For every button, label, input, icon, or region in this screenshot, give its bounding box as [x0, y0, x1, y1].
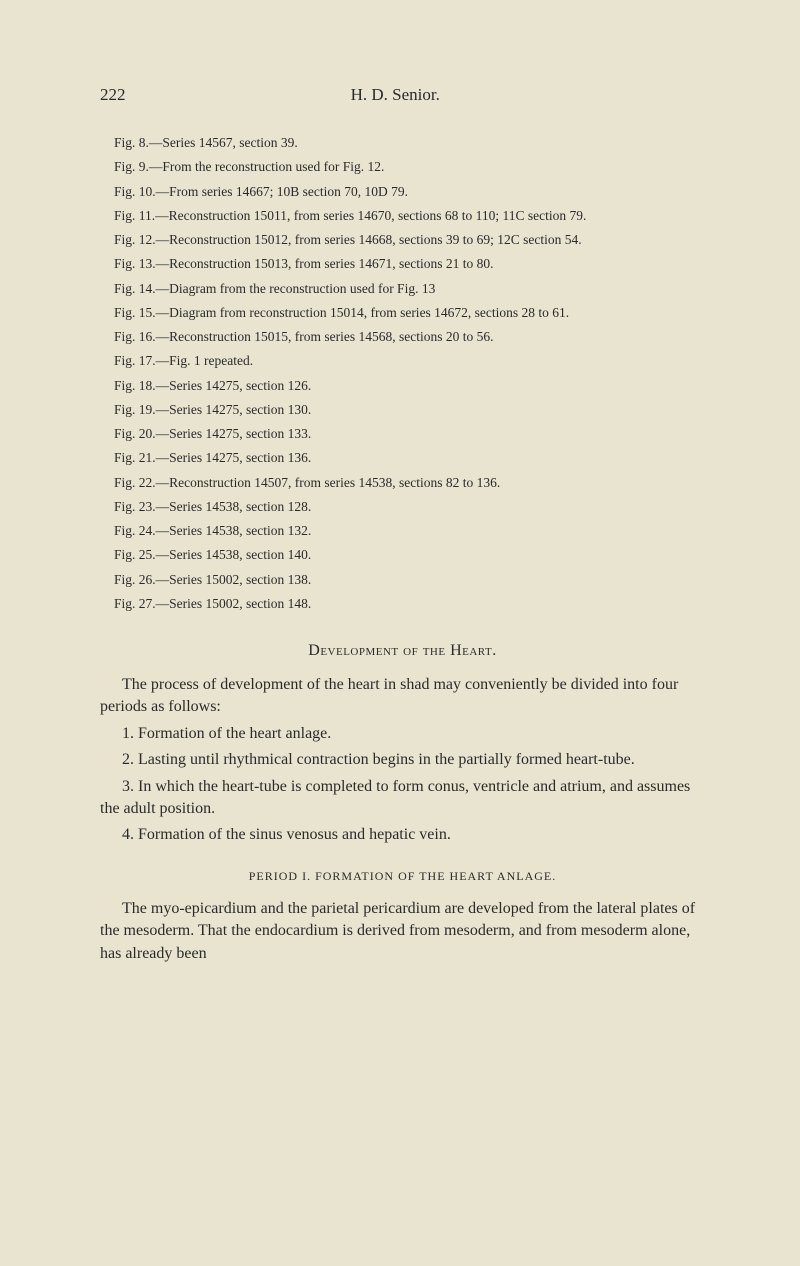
fig-entry: Fig. 23.—Series 14538, section 128. — [100, 497, 705, 517]
fig-entry: Fig. 19.—Series 14275, section 130. — [100, 400, 705, 420]
fig-entry: Fig. 22.—Reconstruction 14507, from seri… — [100, 473, 705, 493]
header-author: H. D. Senior. — [126, 85, 706, 105]
page-number: 222 — [100, 85, 126, 105]
fig-entry: Fig. 9.—From the reconstruction used for… — [100, 157, 705, 177]
fig-entry: Fig. 10.—From series 14667; 10B section … — [100, 182, 705, 202]
body-paragraph: 4. Formation of the sinus venosus and he… — [100, 824, 705, 846]
fig-entry: Fig. 15.—Diagram from reconstruction 150… — [100, 303, 705, 323]
fig-entry: Fig. 21.—Series 14275, section 136. — [100, 448, 705, 468]
body-paragraph: 1. Formation of the heart anlage. — [100, 723, 705, 745]
fig-entry: Fig. 12.—Reconstruction 15012, from seri… — [100, 230, 705, 250]
page-header: 222 H. D. Senior. — [100, 85, 705, 105]
fig-entry: Fig. 26.—Series 15002, section 138. — [100, 570, 705, 590]
body-paragraph: The process of development of the heart … — [100, 674, 705, 719]
fig-entry: Fig. 25.—Series 14538, section 140. — [100, 545, 705, 565]
fig-entry: Fig. 14.—Diagram from the reconstruction… — [100, 279, 705, 299]
fig-entry: Fig. 11.—Reconstruction 15011, from seri… — [100, 206, 705, 226]
sub-heading: PERIOD I. FORMATION OF THE HEART ANLAGE. — [100, 869, 705, 884]
figure-list: Fig. 8.—Series 14567, section 39. Fig. 9… — [100, 133, 705, 614]
fig-entry: Fig. 18.—Series 14275, section 126. — [100, 376, 705, 396]
page-container: 222 H. D. Senior. Fig. 8.—Series 14567, … — [0, 0, 800, 1029]
body-paragraph: The myo-epicardium and the parietal peri… — [100, 898, 705, 965]
body-paragraph: 3. In which the heart-tube is completed … — [100, 776, 705, 821]
body-paragraph: 2. Lasting until rhythmical contraction … — [100, 749, 705, 771]
fig-entry: Fig. 27.—Series 15002, section 148. — [100, 594, 705, 614]
fig-entry: Fig. 20.—Series 14275, section 133. — [100, 424, 705, 444]
fig-entry: Fig. 17.—Fig. 1 repeated. — [100, 351, 705, 371]
fig-entry: Fig. 16.—Reconstruction 15015, from seri… — [100, 327, 705, 347]
section-heading: Development of the Heart. — [100, 642, 705, 660]
fig-entry: Fig. 24.—Series 14538, section 132. — [100, 521, 705, 541]
fig-entry: Fig. 8.—Series 14567, section 39. — [100, 133, 705, 153]
fig-entry: Fig. 13.—Reconstruction 15013, from seri… — [100, 254, 705, 274]
